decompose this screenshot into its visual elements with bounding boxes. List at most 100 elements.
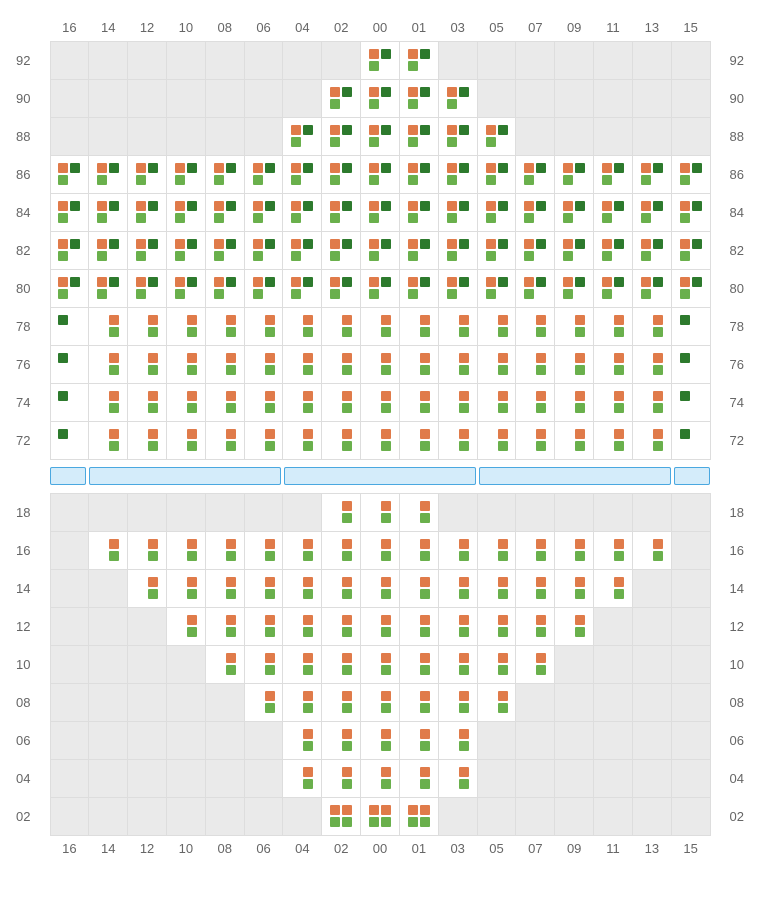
seat-cell[interactable] xyxy=(360,683,400,722)
seat-cell[interactable] xyxy=(88,193,128,232)
seat-cell[interactable] xyxy=(477,117,517,156)
seat-cell[interactable] xyxy=(593,193,633,232)
seat-cell[interactable] xyxy=(632,307,672,346)
seat-cell[interactable] xyxy=(321,155,361,194)
seat-cell[interactable] xyxy=(166,345,206,384)
seat-cell[interactable] xyxy=(282,155,322,194)
seat-cell[interactable] xyxy=(50,269,90,308)
seat-cell[interactable] xyxy=(50,421,90,460)
seat-cell[interactable] xyxy=(477,231,517,270)
seat-cell[interactable] xyxy=(50,383,90,422)
seat-cell[interactable] xyxy=(438,721,478,760)
seat-cell[interactable] xyxy=(360,493,400,532)
seat-cell[interactable] xyxy=(321,493,361,532)
seat-cell[interactable] xyxy=(360,193,400,232)
seat-cell[interactable] xyxy=(50,193,90,232)
seat-cell[interactable] xyxy=(593,569,633,608)
seat-cell[interactable] xyxy=(88,307,128,346)
seat-cell[interactable] xyxy=(321,569,361,608)
seat-cell[interactable] xyxy=(321,307,361,346)
seat-cell[interactable] xyxy=(593,231,633,270)
seat-cell[interactable] xyxy=(321,79,361,118)
seat-cell[interactable] xyxy=(399,607,439,646)
seat-cell[interactable] xyxy=(205,155,245,194)
seat-cell[interactable] xyxy=(477,269,517,308)
seat-cell[interactable] xyxy=(282,683,322,722)
seat-cell[interactable] xyxy=(50,231,90,270)
seat-cell[interactable] xyxy=(477,307,517,346)
seat-cell[interactable] xyxy=(671,231,711,270)
seat-cell[interactable] xyxy=(477,569,517,608)
seat-cell[interactable] xyxy=(554,531,594,570)
seat-cell[interactable] xyxy=(205,383,245,422)
seat-cell[interactable] xyxy=(399,531,439,570)
seat-cell[interactable] xyxy=(477,683,517,722)
seat-cell[interactable] xyxy=(593,155,633,194)
seat-cell[interactable] xyxy=(321,607,361,646)
seat-cell[interactable] xyxy=(321,759,361,798)
seat-cell[interactable] xyxy=(671,421,711,460)
seat-cell[interactable] xyxy=(554,607,594,646)
seat-cell[interactable] xyxy=(671,193,711,232)
seat-cell[interactable] xyxy=(360,531,400,570)
seat-cell[interactable] xyxy=(244,269,284,308)
seat-cell[interactable] xyxy=(632,531,672,570)
seat-cell[interactable] xyxy=(399,421,439,460)
seat-cell[interactable] xyxy=(438,79,478,118)
seat-cell[interactable] xyxy=(205,193,245,232)
seat-cell[interactable] xyxy=(88,269,128,308)
seat-cell[interactable] xyxy=(554,569,594,608)
seat-cell[interactable] xyxy=(205,569,245,608)
seat-cell[interactable] xyxy=(515,383,555,422)
seat-cell[interactable] xyxy=(399,41,439,80)
seat-cell[interactable] xyxy=(321,797,361,836)
seat-cell[interactable] xyxy=(399,345,439,384)
seat-cell[interactable] xyxy=(438,231,478,270)
seat-cell[interactable] xyxy=(515,645,555,684)
seat-cell[interactable] xyxy=(127,383,167,422)
seat-cell[interactable] xyxy=(127,345,167,384)
seat-cell[interactable] xyxy=(88,155,128,194)
seat-cell[interactable] xyxy=(360,231,400,270)
seat-cell[interactable] xyxy=(593,383,633,422)
seat-cell[interactable] xyxy=(515,307,555,346)
seat-cell[interactable] xyxy=(399,79,439,118)
seat-cell[interactable] xyxy=(282,607,322,646)
seat-cell[interactable] xyxy=(166,269,206,308)
seat-cell[interactable] xyxy=(127,193,167,232)
seat-cell[interactable] xyxy=(244,531,284,570)
seat-cell[interactable] xyxy=(244,307,284,346)
seat-cell[interactable] xyxy=(399,759,439,798)
seat-cell[interactable] xyxy=(205,269,245,308)
seat-cell[interactable] xyxy=(205,645,245,684)
seat-cell[interactable] xyxy=(360,721,400,760)
seat-cell[interactable] xyxy=(399,569,439,608)
seat-cell[interactable] xyxy=(360,607,400,646)
seat-cell[interactable] xyxy=(399,493,439,532)
seat-cell[interactable] xyxy=(127,421,167,460)
seat-cell[interactable] xyxy=(282,117,322,156)
seat-cell[interactable] xyxy=(205,231,245,270)
seat-cell[interactable] xyxy=(282,193,322,232)
seat-cell[interactable] xyxy=(244,193,284,232)
seat-cell[interactable] xyxy=(554,345,594,384)
seat-cell[interactable] xyxy=(593,307,633,346)
seat-cell[interactable] xyxy=(477,345,517,384)
seat-cell[interactable] xyxy=(554,421,594,460)
seat-cell[interactable] xyxy=(399,117,439,156)
seat-cell[interactable] xyxy=(166,531,206,570)
seat-cell[interactable] xyxy=(50,345,90,384)
seat-cell[interactable] xyxy=(477,193,517,232)
seat-cell[interactable] xyxy=(88,421,128,460)
seat-cell[interactable] xyxy=(282,345,322,384)
seat-cell[interactable] xyxy=(515,269,555,308)
seat-cell[interactable] xyxy=(360,155,400,194)
seat-cell[interactable] xyxy=(632,269,672,308)
seat-cell[interactable] xyxy=(399,683,439,722)
seat-cell[interactable] xyxy=(244,683,284,722)
seat-cell[interactable] xyxy=(321,269,361,308)
seat-cell[interactable] xyxy=(438,307,478,346)
seat-cell[interactable] xyxy=(282,645,322,684)
seat-cell[interactable] xyxy=(632,383,672,422)
seat-cell[interactable] xyxy=(438,569,478,608)
